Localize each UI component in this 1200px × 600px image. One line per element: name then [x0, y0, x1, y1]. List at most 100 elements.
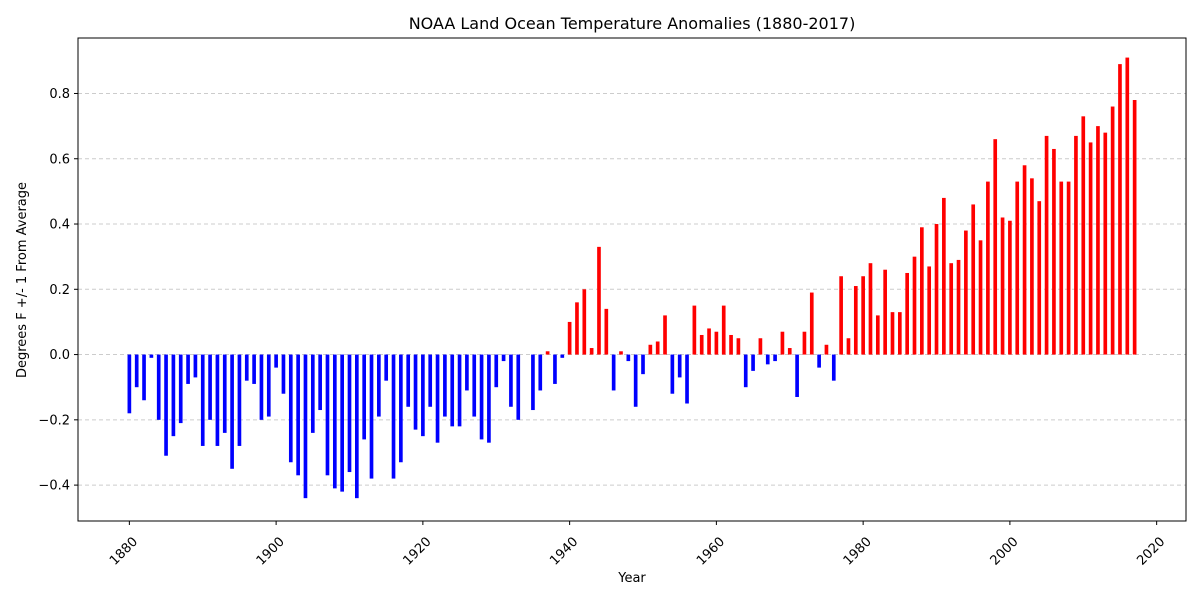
bar [171, 354, 176, 437]
y-tick-label: 0.4 [49, 218, 70, 233]
bar [288, 354, 293, 463]
bar [721, 305, 726, 355]
bar [560, 354, 565, 358]
bar [516, 354, 521, 420]
plot-area-frame [77, 37, 1187, 522]
bar [597, 246, 601, 355]
bar [472, 354, 477, 417]
bar [655, 341, 660, 355]
bar [582, 289, 587, 355]
bar [1008, 220, 1012, 355]
bar [531, 354, 535, 411]
y-axis-ticks: −0.4 −0.2 0.0 0.2 0.4 0.6 0.8 [38, 87, 78, 494]
bar [589, 348, 594, 355]
bar [1059, 181, 1064, 355]
y-tick-label: −0.4 [38, 479, 70, 494]
bar [340, 354, 344, 492]
bar [905, 272, 909, 355]
bar [281, 354, 286, 394]
bar [332, 354, 337, 489]
bar [156, 354, 161, 420]
bar [545, 351, 550, 355]
bar [949, 263, 954, 355]
bar [1044, 135, 1049, 355]
bar [699, 334, 704, 355]
bar [1074, 135, 1078, 355]
bar [252, 354, 256, 384]
bar [1022, 165, 1027, 355]
bar [215, 354, 220, 446]
bar [626, 354, 631, 362]
bar [362, 354, 367, 440]
y-tick-label: 0.6 [49, 152, 70, 167]
bar [347, 354, 352, 473]
bar [421, 354, 425, 437]
bar [142, 354, 146, 401]
bar [986, 181, 990, 355]
bar [927, 266, 932, 355]
y-axis-label: Degrees F +/- 1 From Average [15, 182, 30, 378]
bar [912, 256, 917, 355]
bar [633, 354, 638, 407]
bar [428, 354, 433, 407]
bar [200, 354, 205, 446]
bar [1015, 181, 1020, 355]
bar [641, 354, 645, 375]
bar [575, 302, 579, 355]
bar [604, 308, 609, 355]
bar [619, 351, 623, 355]
bar [692, 305, 697, 355]
bar [553, 354, 557, 384]
bar [457, 354, 462, 427]
bar [164, 354, 168, 456]
bar [134, 354, 139, 388]
bar [413, 354, 418, 430]
bar [208, 354, 212, 420]
bar [1132, 100, 1137, 355]
bar [1066, 181, 1071, 355]
bar [310, 354, 315, 433]
bar [839, 276, 843, 355]
bar [1000, 217, 1005, 355]
bar [479, 354, 484, 440]
bar [244, 354, 249, 381]
bar [1096, 126, 1100, 355]
bar [1088, 142, 1093, 355]
bar [443, 354, 447, 417]
bar [406, 354, 411, 407]
bar [729, 334, 733, 355]
bar [230, 354, 234, 469]
bar [487, 354, 491, 443]
bar [494, 354, 499, 388]
bar [780, 331, 785, 355]
bar [465, 354, 469, 391]
bar [1030, 178, 1034, 355]
bar [736, 338, 741, 355]
bar [369, 354, 374, 479]
bar [237, 354, 242, 446]
bar [1052, 148, 1056, 355]
bar [795, 354, 799, 397]
bar [831, 354, 836, 381]
bar [355, 354, 359, 499]
bar [824, 344, 829, 355]
bar [611, 354, 616, 391]
bar [149, 354, 154, 358]
bar [296, 354, 300, 476]
bar [817, 354, 821, 368]
bar [1125, 57, 1130, 355]
bar [853, 286, 858, 355]
bar [934, 224, 939, 355]
bar [971, 204, 976, 355]
bar [325, 354, 330, 476]
bar [897, 312, 902, 355]
bar [875, 315, 880, 355]
bar [677, 354, 682, 378]
bar [501, 354, 506, 362]
bar [384, 354, 389, 381]
bar [685, 354, 689, 404]
bar [978, 240, 983, 355]
bar [964, 230, 968, 355]
bar [222, 354, 227, 433]
